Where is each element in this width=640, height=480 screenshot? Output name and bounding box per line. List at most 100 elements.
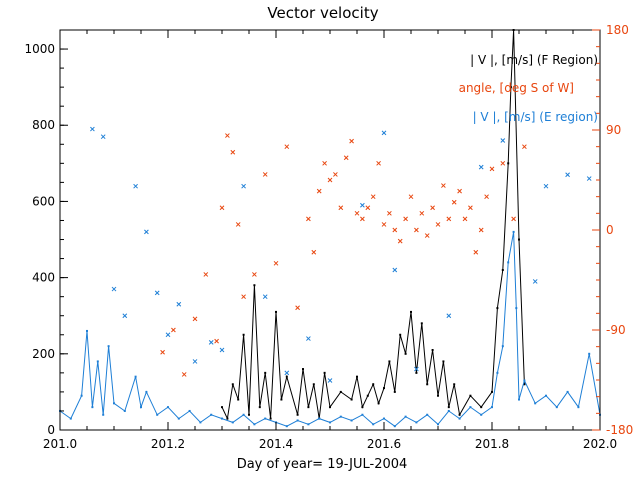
data-point [307, 423, 310, 426]
data-point [134, 375, 137, 378]
data-point [102, 413, 105, 416]
marker-stroke [111, 286, 117, 292]
data-point [339, 390, 342, 393]
marker-stroke [160, 349, 165, 355]
marker-stroke [154, 290, 160, 296]
marker-stroke [500, 160, 506, 166]
data-point [431, 349, 434, 351]
scatter-marker [484, 194, 489, 200]
scatter-marker [381, 222, 387, 227]
data-point [491, 390, 493, 393]
x-tick-label: 201.4 [259, 437, 293, 451]
data-point [264, 417, 267, 420]
data-point [501, 345, 504, 348]
data-point [350, 419, 353, 422]
y-tick-label: 200 [32, 347, 55, 361]
data-point [231, 421, 234, 424]
data-point [275, 310, 277, 313]
marker-stroke [435, 222, 441, 227]
data-point [588, 352, 591, 355]
data-point [501, 269, 504, 271]
marker-stroke [322, 160, 327, 166]
data-point [509, 86, 512, 89]
data-point [107, 345, 110, 348]
data-point [96, 360, 99, 363]
data-point [372, 423, 375, 426]
data-point [410, 310, 412, 313]
data-point [242, 413, 245, 416]
data-point [361, 406, 364, 409]
marker-stroke [424, 233, 430, 238]
marker-stroke [462, 216, 468, 222]
scatter-marker [230, 149, 236, 155]
data-point [512, 230, 515, 233]
y-tick-label: 0 [47, 423, 55, 437]
x-tick-label: 201.6 [367, 437, 401, 451]
data-point [442, 360, 445, 363]
data-point [258, 406, 261, 409]
data-point [113, 402, 115, 405]
y-axis-right: -180 -90 0 90 180 [592, 23, 633, 437]
marker-stroke [457, 188, 462, 194]
scatter-marker [203, 272, 209, 277]
marker-stroke [543, 183, 549, 189]
data-point [329, 406, 331, 409]
scatter-marker [462, 216, 468, 222]
data-point [350, 398, 353, 401]
scatter-marker [284, 144, 290, 150]
scatter-marker [219, 205, 225, 211]
data-point [145, 390, 148, 393]
marker-stroke [451, 199, 457, 205]
data-point [221, 417, 223, 420]
y2-tick-label: 180 [606, 23, 629, 37]
marker-stroke [316, 188, 322, 194]
scatter-marker [500, 160, 506, 166]
data-point [210, 413, 213, 416]
marker-stroke [446, 216, 452, 222]
data-point [140, 406, 142, 409]
data-point [80, 394, 83, 397]
marker-stroke [376, 160, 381, 166]
marker-stroke [354, 210, 360, 216]
marker-stroke [192, 359, 198, 364]
marker-stroke [230, 149, 236, 155]
x-tick-label: 201.2 [151, 437, 185, 451]
legend: | V |, [m/s] (F Region) angle, [deg S of… [459, 53, 598, 124]
scatter-marker [543, 183, 549, 189]
scatter-marker [327, 378, 333, 383]
marker-stroke [203, 272, 209, 277]
marker-stroke [522, 144, 527, 150]
scatter-marker [214, 338, 219, 344]
marker-stroke [430, 205, 435, 211]
data-point [523, 383, 526, 386]
data-point [404, 415, 407, 418]
scatter-marker [122, 313, 128, 319]
marker-stroke [171, 327, 176, 333]
scatter-marker [333, 172, 338, 177]
data-point [383, 417, 385, 420]
data-point [285, 425, 288, 428]
marker-stroke [478, 164, 484, 170]
marker-stroke [392, 267, 398, 273]
marker-stroke [387, 210, 392, 216]
scatter-marker [354, 210, 360, 216]
y-tick-label: 400 [32, 271, 55, 285]
scatter-marker [370, 194, 376, 200]
data-point [91, 406, 94, 409]
marker-stroke [419, 210, 425, 216]
marker-stroke [311, 249, 317, 255]
marker-stroke [262, 172, 268, 177]
scatter-marker [430, 205, 435, 211]
scatter-marker [235, 222, 241, 227]
scatter-marker [295, 305, 300, 311]
data-point [221, 406, 223, 409]
data-point [577, 406, 580, 409]
marker-stroke [343, 155, 349, 161]
scatter-marker [241, 294, 246, 300]
scatter-marker [241, 183, 246, 189]
data-point [302, 368, 304, 371]
data-point [404, 352, 407, 355]
marker-stroke [181, 372, 187, 377]
marker-stroke [408, 194, 414, 200]
marker-stroke [144, 229, 149, 235]
